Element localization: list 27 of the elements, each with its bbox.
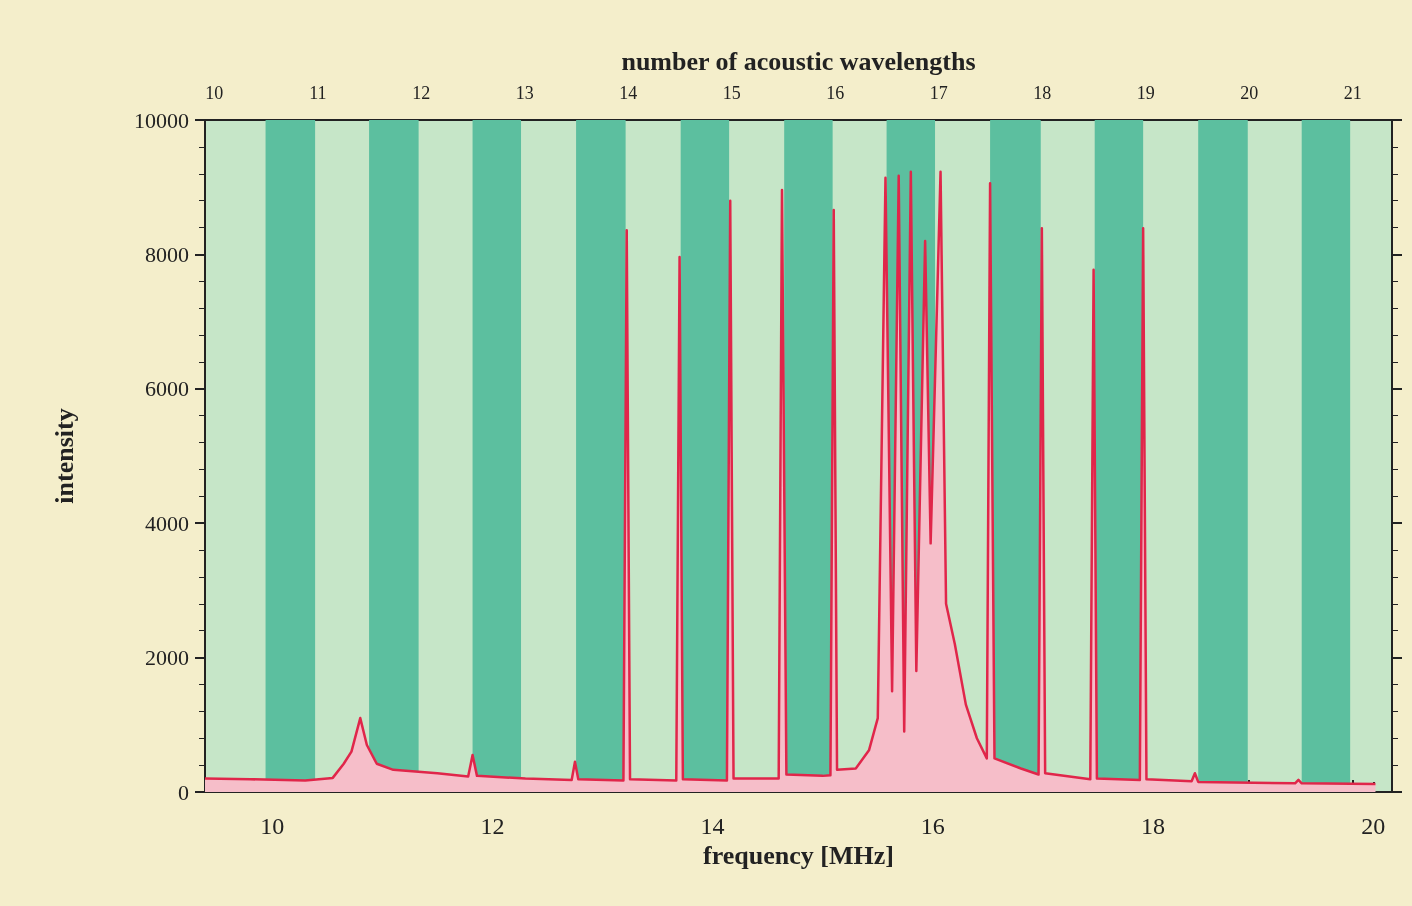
y-tick-label: 10000 <box>134 107 189 133</box>
x2-tick-label: 16 <box>826 83 845 103</box>
x2-tick-label: 14 <box>619 83 638 103</box>
y-axis-title: intensity <box>49 408 79 504</box>
y-tick-label: 4000 <box>145 510 189 536</box>
x2-tick-label: 20 <box>1240 83 1259 103</box>
x2-tick-label: 15 <box>722 83 741 103</box>
y-tick-label: 0 <box>178 779 189 805</box>
x-tick-label: 10 <box>260 813 285 839</box>
x2-tick-label: 18 <box>1033 83 1052 103</box>
x2-tick-label: 10 <box>205 83 224 103</box>
x2-tick-label: 17 <box>929 83 948 103</box>
y-tick-label: 2000 <box>145 645 189 671</box>
x-tick-label: 18 <box>1141 813 1166 839</box>
x2-axis-title: number of acoustic wavelengths <box>621 46 976 76</box>
x2-tick-label: 12 <box>412 83 431 103</box>
x2-tick-label: 13 <box>515 83 534 103</box>
x-tick-label: 14 <box>700 813 725 839</box>
x2-tick-label: 21 <box>1343 83 1362 103</box>
x-tick-label: 16 <box>920 813 945 839</box>
x2-tick-label: 11 <box>309 83 327 103</box>
x-tick-label: 20 <box>1361 813 1386 839</box>
y-tick-label: 8000 <box>145 241 189 267</box>
y-tick-label: 6000 <box>145 376 189 402</box>
x-tick-label: 12 <box>480 813 505 839</box>
x-axis-title: frequency [MHz] <box>703 841 894 871</box>
x2-tick-label: 19 <box>1136 83 1155 103</box>
